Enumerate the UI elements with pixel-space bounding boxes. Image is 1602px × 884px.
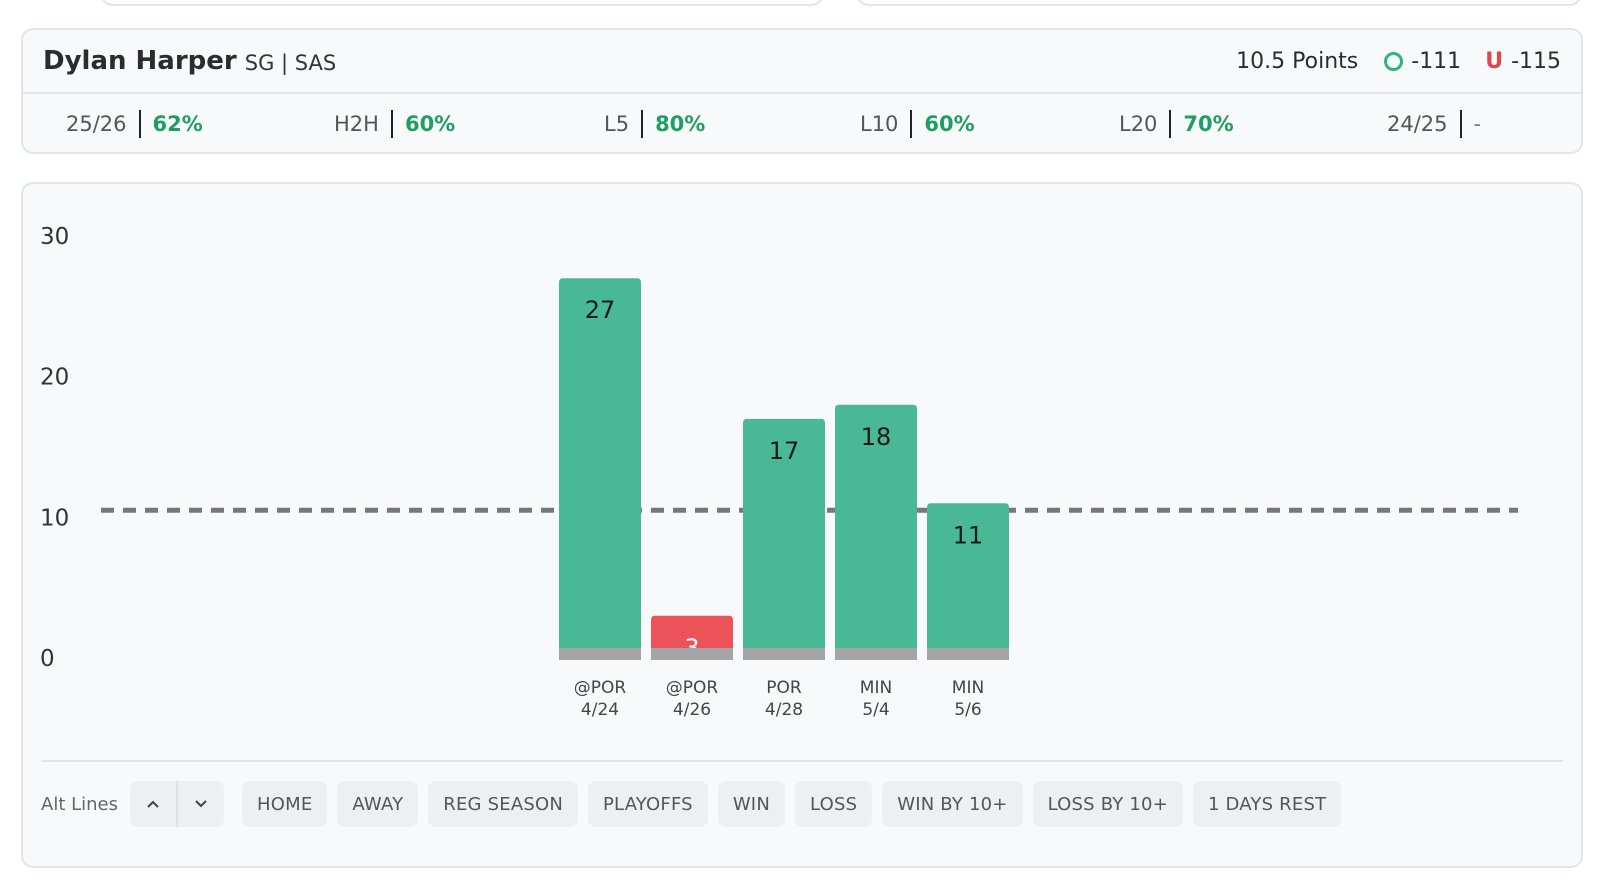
over-odds[interactable]: -111: [1411, 48, 1462, 74]
bar-base: [743, 648, 825, 660]
filter-reg-season[interactable]: REG SEASON: [428, 781, 578, 827]
bar-base: [651, 648, 733, 660]
player-prop-card: Dylan Harper SG | SAS 10.5 Points -111 U…: [21, 28, 1583, 154]
bar-base: [559, 648, 641, 660]
stat-l10[interactable]: L10 60%: [860, 94, 975, 154]
x-tick-label: MIN: [860, 678, 892, 698]
stat-value: 70%: [1183, 112, 1234, 136]
filter-away[interactable]: AWAY: [337, 781, 419, 827]
x-tick-label: @POR: [666, 678, 719, 698]
x-tick-label: @POR: [574, 678, 627, 698]
stat-season[interactable]: 25/26 62%: [66, 94, 203, 154]
x-tick-date-label: 5/6: [954, 700, 981, 720]
under-icon: U: [1485, 48, 1504, 74]
chevron-down-icon: [195, 800, 207, 808]
stat-separator: [138, 110, 141, 138]
filter-win[interactable]: WIN: [717, 781, 785, 827]
player-name: Dylan Harper: [43, 46, 237, 76]
y-tick-label: 30: [40, 224, 69, 250]
bar-value-label: 27: [585, 296, 616, 324]
stat-separator: [390, 110, 393, 138]
filter-playoffs[interactable]: PLAYOFFS: [588, 781, 708, 827]
bar: [743, 418, 825, 658]
filter-loss[interactable]: LOSS: [794, 781, 873, 827]
stat-l20[interactable]: L20 70%: [1119, 94, 1234, 154]
stat-label: 24/25: [1387, 112, 1448, 136]
header-divider: [23, 92, 1581, 94]
alt-line-down-button[interactable]: [175, 781, 224, 827]
filter-win-by-10[interactable]: WIN BY 10+: [882, 781, 1023, 827]
stat-last-season[interactable]: 24/25 -: [1387, 94, 1481, 154]
stat-separator: [1459, 110, 1462, 138]
filter-days-rest[interactable]: 1 DAYS REST: [1192, 781, 1342, 827]
stat-value: 80%: [655, 112, 706, 136]
stat-value: 62%: [152, 112, 203, 136]
filter-bar: Alt Lines HOME AWAY REG SEASON PLAYOFFS …: [41, 780, 1351, 828]
game-log-chart-card: 0 10 20 30 27 @POR 4/24 3 @POR 4/26 17 POR 4/28 18 MIN…: [21, 182, 1583, 868]
filter-loss-by-10[interactable]: LOSS BY 10+: [1032, 781, 1183, 827]
stat-value: 60%: [924, 112, 975, 136]
y-tick-label: 10: [40, 505, 69, 531]
stat-label: L10: [860, 112, 899, 136]
stat-value: -: [1473, 112, 1482, 136]
hit-rate-stats: 25/26 62% H2H 60% L5 80% L10 60% L20 70%…: [23, 94, 1581, 154]
bar: [651, 615, 733, 658]
y-tick-label: 20: [40, 365, 69, 391]
stat-label: L5: [604, 112, 630, 136]
under-odds[interactable]: -115: [1511, 48, 1561, 74]
top-card-left: [100, 0, 824, 6]
x-tick-date-label: 5/4: [862, 700, 889, 720]
alt-line-up-button[interactable]: [130, 781, 176, 827]
x-tick-date-label: 4/28: [765, 700, 803, 720]
x-tick-label: MIN: [952, 678, 984, 698]
over-icon: [1384, 51, 1404, 71]
alt-lines-label: Alt Lines: [41, 793, 118, 815]
x-tick-date-label: 4/24: [581, 700, 619, 720]
stat-separator: [641, 110, 644, 138]
top-card-right: [856, 0, 1582, 6]
stat-label: L20: [1119, 112, 1158, 136]
stat-l5[interactable]: L5 80%: [604, 94, 705, 154]
prop-line: 10.5 Points: [1236, 48, 1359, 74]
player-position-team: SG | SAS: [244, 51, 337, 75]
footer-divider: [41, 760, 1563, 762]
stat-separator: [910, 110, 913, 138]
alt-lines-stepper: [129, 781, 224, 827]
stat-label: H2H: [334, 112, 379, 136]
stat-value: 60%: [404, 112, 456, 136]
bar: [559, 278, 641, 658]
points-bar-chart: 010203027@POR4/243@POR4/2617POR4/2818MIN…: [40, 224, 1518, 720]
stat-label: 25/26: [66, 112, 127, 136]
x-tick-date-label: 4/26: [673, 700, 711, 720]
stat-separator: [1169, 110, 1172, 138]
x-tick-label: POR: [766, 678, 802, 698]
bar-base: [835, 648, 917, 660]
player-header: Dylan Harper SG | SAS 10.5 Points -111 U…: [23, 30, 1581, 92]
bar: [927, 503, 1009, 658]
stat-h2h[interactable]: H2H 60%: [334, 94, 455, 154]
bar-value-label: 3: [684, 634, 699, 662]
y-tick-label: 0: [40, 646, 55, 672]
bar-base: [927, 648, 1009, 660]
bar: [835, 404, 917, 658]
filter-home[interactable]: HOME: [241, 781, 328, 827]
bar-value-label: 17: [769, 437, 800, 465]
prop-line-info: 10.5 Points -111 U -115: [1236, 49, 1561, 74]
chevron-up-icon: [147, 800, 159, 808]
bar-value-label: 11: [953, 521, 984, 549]
bar-value-label: 18: [861, 423, 892, 451]
